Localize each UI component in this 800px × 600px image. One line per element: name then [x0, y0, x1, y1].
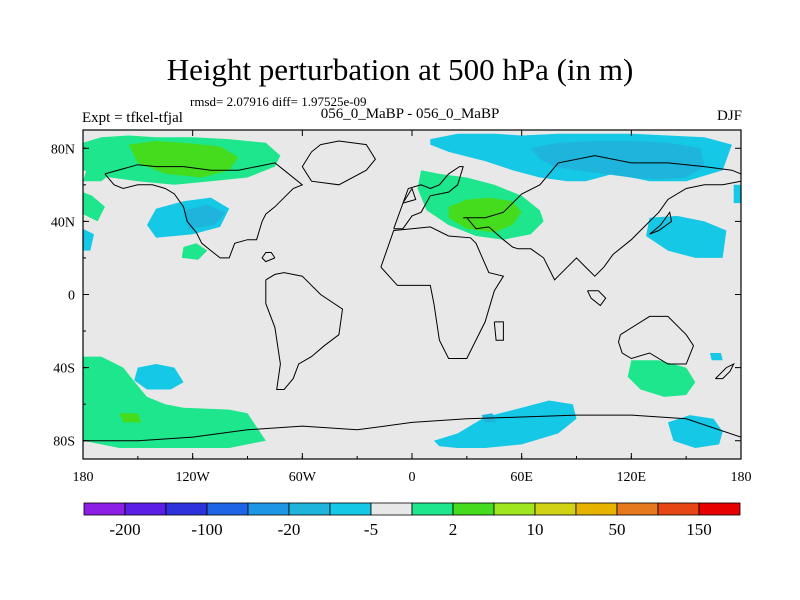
coastline	[587, 290, 607, 307]
colorbar-box	[83, 502, 126, 516]
coastline	[493, 321, 504, 341]
coastline	[104, 162, 304, 259]
x-tick-label: 60W	[289, 470, 317, 485]
colorbar-label: -5	[364, 520, 378, 539]
y-tick-label: 80N	[51, 142, 75, 157]
perturbation-contour	[667, 415, 723, 448]
colorbar-label: 10	[527, 520, 544, 539]
perturbation-contour	[733, 184, 741, 204]
colorbar-label: 2	[449, 520, 458, 539]
colorbar-box	[370, 502, 413, 516]
perturbation-contour	[119, 413, 142, 423]
colorbar-box	[452, 502, 495, 516]
colorbar-box	[616, 502, 659, 516]
perturbation-contour	[83, 356, 266, 448]
colorbar-box	[124, 502, 167, 516]
perturbation-contour	[646, 215, 727, 258]
colorbar-box	[493, 502, 536, 516]
perturbation-contour	[183, 204, 226, 229]
y-tick-label: 40N	[51, 215, 75, 230]
coastline	[301, 140, 377, 186]
plot-area	[83, 130, 741, 459]
rmsd-subtitle: rmsd= 2.07916 diff= 1.97525e-09	[190, 94, 367, 109]
map-background	[83, 130, 741, 459]
perturbation-contour	[448, 197, 522, 233]
perturbation-contour	[128, 141, 239, 178]
perturbation-contour	[134, 364, 184, 390]
colorbar-label: -100	[191, 520, 222, 539]
coastline	[380, 226, 505, 359]
experiment-label: Expt = tfkel-tfjal	[82, 110, 183, 126]
season-label: DJF	[716, 108, 742, 124]
colorbar-box	[247, 502, 290, 516]
coastline	[463, 155, 741, 281]
coastline	[393, 166, 464, 230]
colorbar-label: 150	[686, 520, 712, 539]
x-tick-label: 180	[731, 470, 752, 485]
colorbar-label: -200	[109, 520, 140, 539]
coastline	[617, 315, 695, 365]
coastline	[265, 272, 344, 390]
perturbation-contour	[627, 360, 696, 397]
perturbation-contour	[83, 151, 120, 182]
perturbation-contour	[83, 192, 105, 222]
x-tick-label: 120E	[617, 470, 647, 485]
x-tick-label: 180	[73, 470, 94, 485]
coastline	[83, 414, 741, 442]
colorbar-box	[575, 502, 618, 516]
coastline	[715, 362, 735, 380]
y-tick-label: 80S	[53, 435, 75, 450]
colorbar-box	[657, 502, 700, 516]
map-axes: 180 120W 60W 0 60E 120E 180 80N 40N 0 40S 80S	[51, 129, 752, 485]
colorbar-label: -20	[278, 520, 301, 539]
y-tick-label: 40S	[53, 362, 75, 377]
x-tick-label: 120W	[176, 470, 211, 485]
coastline	[261, 252, 276, 263]
x-tick-label: 60E	[510, 470, 533, 485]
colorbar-box	[534, 502, 577, 516]
colorbar-box	[411, 502, 454, 516]
colorbar: -200 -100 -20 -5 2 10 50 150	[83, 502, 741, 539]
x-tick-label: 0	[409, 470, 416, 485]
perturbation-contour	[709, 353, 723, 361]
perturbation-contour	[181, 243, 208, 260]
coastline	[649, 211, 673, 235]
colorbar-box	[698, 502, 741, 516]
colorbar-box	[288, 502, 331, 516]
colorbar-label: 50	[609, 520, 626, 539]
perturbation-contour	[83, 228, 94, 251]
perturbation-contour	[433, 400, 577, 448]
colorbar-box	[329, 502, 372, 516]
colorbar-box	[165, 502, 208, 516]
y-tick-label: 0	[68, 289, 75, 304]
colorbar-box	[206, 502, 249, 516]
map-title: Height perturbation at 500 hPa (in m)	[166, 52, 634, 87]
period-label: 056_0_MaBP - 056_0_MaBP	[320, 106, 500, 122]
coastline	[402, 187, 417, 204]
